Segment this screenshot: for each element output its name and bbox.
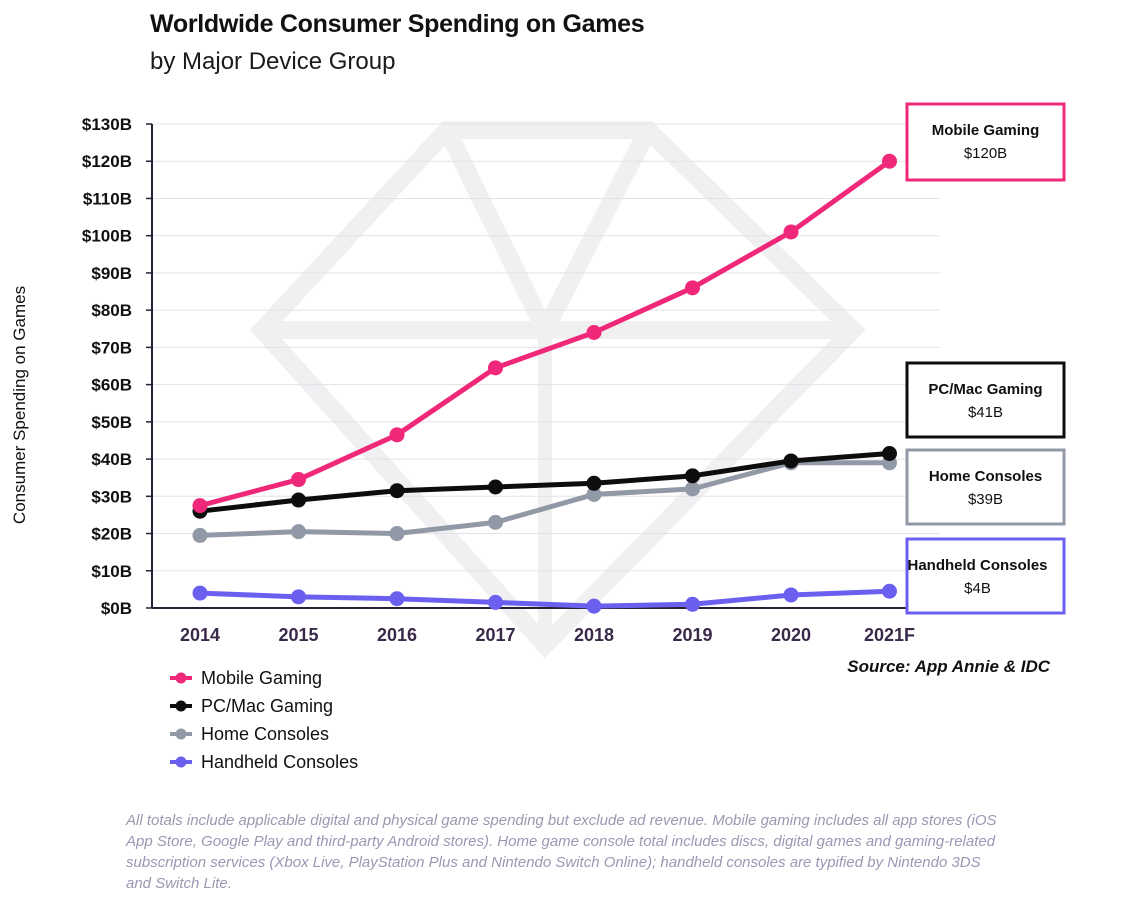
- data-point-pc-mac-gaming: [882, 445, 897, 461]
- data-point-home-consoles: [291, 524, 306, 540]
- legend-label: Mobile Gaming: [201, 668, 322, 688]
- data-point-pc-mac-gaming: [685, 468, 700, 484]
- callout-value: $41B: [968, 404, 1003, 421]
- legend-item-home-consoles: Home Consoles: [170, 724, 329, 744]
- callout-value: $120B: [964, 145, 1007, 162]
- y-tick-label: $70B: [91, 338, 132, 357]
- callout-box: [905, 102, 1066, 182]
- data-point-handheld-consoles: [291, 589, 306, 605]
- callout-box: [905, 537, 1066, 615]
- x-tick-label: 2021F: [864, 625, 915, 645]
- data-point-mobile-gaming: [291, 472, 306, 488]
- x-tick-label: 2018: [574, 625, 614, 645]
- watermark-logo: [249, 121, 866, 659]
- data-point-home-consoles: [488, 514, 503, 530]
- callout-label: Mobile Gaming: [932, 122, 1040, 139]
- line-chart: $0B $10B $20B $30B $40B $50B $60B $70B $80B $90B $…: [10, 102, 1066, 772]
- data-point-handheld-consoles: [882, 583, 897, 599]
- series-line-pc-mac-gaming: [197, 450, 892, 514]
- data-point-handheld-consoles: [586, 598, 602, 614]
- legend-swatch-marker: [175, 756, 187, 768]
- callout-pc-mac-gaming: PC/Mac Gaming $41B: [905, 361, 1066, 439]
- series-pc-mac-gaming: [192, 445, 897, 519]
- data-point-pc-mac-gaming: [389, 483, 405, 499]
- data-point-home-consoles: [685, 481, 700, 497]
- x-tick-label: 2014: [180, 625, 220, 645]
- callout-label: Home Consoles: [929, 468, 1042, 485]
- data-point-handheld-consoles: [685, 596, 700, 612]
- legend-swatch-marker: [175, 728, 187, 740]
- y-axis: $0B $10B $20B $30B $40B $50B $60B $70B $80B $90B $…: [82, 115, 153, 618]
- data-point-mobile-gaming: [685, 280, 700, 296]
- data-point-handheld-consoles: [192, 585, 208, 601]
- callout-boxes: Mobile Gaming $120B PC/Mac Gaming $41B Home …: [905, 102, 1066, 615]
- data-point-pc-mac-gaming: [291, 492, 306, 508]
- chart-title: Worldwide Consumer Spending on Games: [150, 10, 645, 38]
- callout-box: [905, 361, 1066, 439]
- y-tick-label: $130B: [82, 115, 132, 134]
- callout-box: [905, 448, 1066, 526]
- callout-home-consoles: Home Consoles $39B: [905, 448, 1066, 526]
- data-point-mobile-gaming: [882, 153, 897, 169]
- footnote: All totals include applicable digital an…: [126, 812, 997, 892]
- series-mobile-gaming: [192, 153, 897, 514]
- x-tick-label: 2015: [278, 625, 318, 645]
- source-label: Source: App Annie & IDC: [847, 657, 1050, 676]
- y-tick-label: $120B: [82, 152, 132, 171]
- callout-handheld-consoles: Handheld Consoles $4B: [905, 537, 1066, 615]
- legend-item-handheld-consoles: Handheld Consoles: [170, 752, 358, 772]
- x-tick-label: 2020: [771, 625, 811, 645]
- series-line-home-consoles: [197, 460, 892, 538]
- y-tick-label: $10B: [91, 562, 132, 581]
- series-handheld-consoles: [192, 583, 897, 614]
- data-point-mobile-gaming: [488, 360, 503, 376]
- legend-swatch-marker: [175, 700, 187, 712]
- y-tick-label: $80B: [91, 301, 132, 320]
- data-point-handheld-consoles: [783, 587, 799, 603]
- legend-label: Home Consoles: [201, 724, 329, 744]
- callout-label: Handheld Consoles: [907, 557, 1047, 574]
- series-line-handheld-consoles: [197, 588, 892, 609]
- data-point-home-consoles: [586, 486, 602, 502]
- y-tick-label: $0B: [101, 599, 132, 618]
- y-tick-label: $110B: [83, 189, 132, 208]
- legend: Mobile Gaming PC/Mac Gaming Home Consoles H…: [170, 668, 358, 772]
- legend-label: PC/Mac Gaming: [201, 696, 333, 716]
- callout-value: $4B: [964, 580, 991, 597]
- data-point-handheld-consoles: [389, 591, 405, 607]
- data-point-mobile-gaming: [389, 427, 405, 443]
- y-tick-label: $100B: [82, 227, 132, 246]
- y-tick-label: $20B: [91, 525, 132, 544]
- callout-value: $39B: [968, 491, 1003, 508]
- data-point-pc-mac-gaming: [586, 475, 602, 491]
- x-tick-label: 2017: [475, 625, 515, 645]
- data-point-mobile-gaming: [586, 324, 602, 340]
- y-tick-label: $50B: [91, 413, 132, 432]
- legend-swatch-marker: [175, 672, 187, 684]
- chart-subtitle: by Major Device Group: [150, 48, 396, 75]
- x-tick-label: 2016: [377, 625, 417, 645]
- data-point-pc-mac-gaming: [488, 479, 503, 495]
- legend-label: Handheld Consoles: [201, 752, 358, 772]
- x-axis: 2014 2015 2016 2017 2018 2019 2020 2021F: [152, 607, 940, 645]
- y-axis-label: Consumer Spending on Games: [10, 286, 29, 524]
- legend-item-pc-mac-gaming: PC/Mac Gaming: [170, 696, 333, 716]
- series-line-mobile-gaming: [197, 158, 892, 509]
- x-tick-label: 2019: [672, 625, 712, 645]
- data-point-home-consoles: [389, 526, 405, 542]
- data-point-mobile-gaming: [783, 224, 799, 240]
- y-tick-label: $40B: [91, 450, 132, 469]
- data-point-home-consoles: [192, 527, 208, 543]
- callout-label: PC/Mac Gaming: [928, 381, 1042, 398]
- y-tick-label: $60B: [91, 376, 132, 395]
- legend-item-mobile-gaming: Mobile Gaming: [170, 668, 322, 688]
- y-tick-label: $30B: [91, 487, 132, 506]
- data-point-handheld-consoles: [488, 594, 503, 610]
- series-layer: [192, 153, 897, 614]
- callout-mobile-gaming: Mobile Gaming $120B: [905, 102, 1066, 182]
- data-point-pc-mac-gaming: [783, 453, 799, 469]
- y-tick-label: $90B: [91, 264, 132, 283]
- data-point-mobile-gaming: [192, 498, 208, 514]
